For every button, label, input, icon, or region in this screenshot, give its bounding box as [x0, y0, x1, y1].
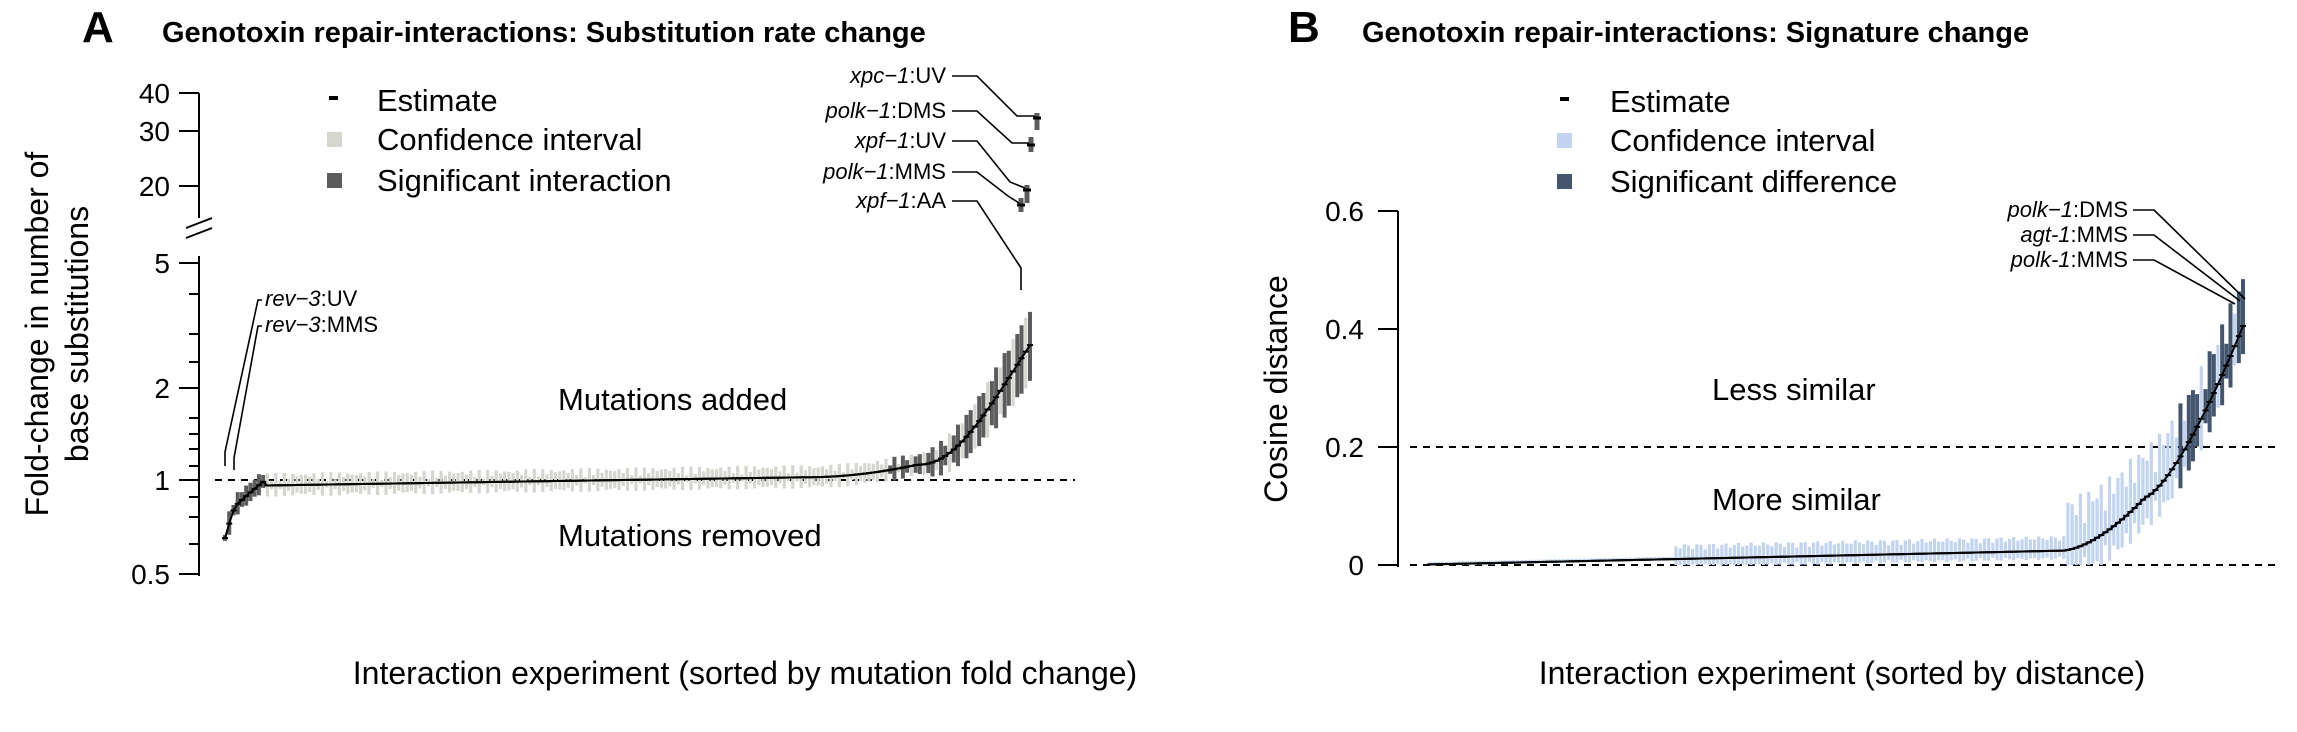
panel-a-legend: Estimate Confidence interval Significant…: [327, 83, 672, 198]
annotation-polk1-mms: polk−1:MMS: [822, 159, 946, 184]
legend-b-estimate-swatch: [1560, 97, 1569, 101]
leader-rev3-uv: [224, 299, 262, 466]
leader-b-polk1-mms: [2133, 259, 2236, 305]
leader-xpf1-aa: [952, 200, 1022, 290]
panel-a-ytick-5: 5: [154, 248, 170, 279]
panel-b: B Genotoxin repair-interactions: Signatu…: [1258, 3, 2280, 691]
panel-a-significant-interactions: [223, 311, 1032, 541]
leader-b-agt1-mms: [2133, 234, 2241, 302]
panel-b-estimates: [1427, 325, 2246, 566]
panel-a-estimates: [222, 344, 1033, 540]
panel-a-estimate-line: [224, 344, 1031, 539]
annotation-xpf1-uv: xpf−1:UV: [854, 128, 946, 153]
panel-b-ytick-0.6: 0.6: [1325, 196, 1364, 227]
panel-a: A Genotoxin repair-interactions: Substit…: [19, 3, 1137, 691]
panel-b-region-more: More similar: [1712, 482, 1881, 517]
panel-b-title: Genotoxin repair-interactions: Signature…: [1362, 17, 2029, 49]
panel-b-ylabel: Cosine distance: [1258, 275, 1294, 503]
legend-b-ci-swatch: [1557, 133, 1572, 148]
panel-b-ytick-0.2: 0.2: [1325, 432, 1364, 463]
panel-a-letter: A: [82, 3, 114, 52]
panel-a-region-removed: Mutations removed: [558, 518, 822, 553]
legend-significant-swatch: [327, 173, 342, 188]
annotation-xpc1-uv: xpc−1:UV: [849, 63, 946, 88]
panel-a-y-ticks-upper: [179, 92, 199, 187]
panel-a-ytick-1: 1: [154, 465, 170, 496]
panel-a-legend-estimate: Estimate: [377, 83, 498, 118]
panel-b-xlabel: Interaction experiment (sorted by distan…: [1539, 655, 2146, 691]
leader-xpf1-uv: [952, 140, 1026, 189]
panel-b-ytick-0.4: 0.4: [1325, 314, 1364, 345]
annotation-rev3-uv: rev−3:UV: [265, 286, 358, 311]
panel-b-y-ticks: [1378, 210, 1398, 566]
panel-a-ytick-20: 20: [139, 171, 170, 202]
leader-polk1-mms: [952, 171, 1020, 204]
panel-a-ytick-30: 30: [139, 116, 170, 147]
panel-a-upper-cluster: [1017, 113, 1041, 212]
panel-b-significant-differences: [2178, 279, 2245, 489]
panel-a-axis-break: [185, 217, 213, 239]
panel-a-ytick-0.5: 0.5: [131, 559, 170, 590]
annotation-polk1-dms: polk−1:DMS: [825, 98, 946, 123]
panel-a-ylabel-line1: Fold-change in number of: [19, 152, 55, 517]
panel-b-legend-significant: Significant difference: [1610, 164, 1897, 199]
panel-a-xlabel: Interaction experiment (sorted by mutati…: [353, 655, 1137, 691]
panel-a-y-ticks-lower: [179, 262, 199, 575]
panel-b-legend-estimate: Estimate: [1610, 84, 1731, 119]
annotation-b-polk1-mms: polk-1:MMS: [2010, 247, 2128, 272]
legend-estimate-swatch: [329, 96, 338, 100]
panel-b-legend: Estimate Confidence interval Significant…: [1557, 84, 1897, 199]
leader-b-polk1-dms: [2133, 209, 2246, 300]
panel-a-ylabel-line2: base substitutions: [59, 206, 95, 462]
panel-a-region-added: Mutations added: [558, 382, 787, 417]
panel-a-ytick-2: 2: [154, 373, 170, 404]
panel-a-annotations: xpc−1:UV polk−1:DMS xpf−1:UV polk−1:MMS …: [224, 63, 1035, 470]
panel-a-legend-ci: Confidence interval: [377, 122, 642, 157]
panel-b-region-less: Less similar: [1712, 372, 1876, 407]
legend-b-significant-swatch: [1557, 174, 1572, 189]
panel-a-title: Genotoxin repair-interactions: Substitut…: [162, 17, 926, 49]
annotation-b-polk1-dms: polk−1:DMS: [2007, 197, 2128, 222]
annotation-b-agt1-mms: agt-1:MMS: [2020, 222, 2128, 247]
leader-rev3-mms: [233, 325, 262, 470]
panel-b-legend-ci: Confidence interval: [1610, 123, 1875, 158]
panel-a-ytick-40: 40: [139, 78, 170, 109]
panel-b-annotations: polk−1:DMS agt-1:MMS polk-1:MMS: [2007, 197, 2246, 305]
leader-xpc1-uv: [952, 75, 1035, 117]
panel-a-legend-significant: Significant interaction: [377, 163, 672, 198]
panel-b-ytick-0: 0: [1348, 550, 1364, 581]
annotation-xpf1-aa: xpf−1:AA: [855, 188, 946, 213]
legend-ci-swatch: [327, 132, 342, 147]
annotation-rev3-mms: rev−3:MMS: [265, 312, 378, 337]
panel-b-letter: B: [1288, 3, 1320, 52]
leader-polk1-dms: [952, 110, 1029, 144]
